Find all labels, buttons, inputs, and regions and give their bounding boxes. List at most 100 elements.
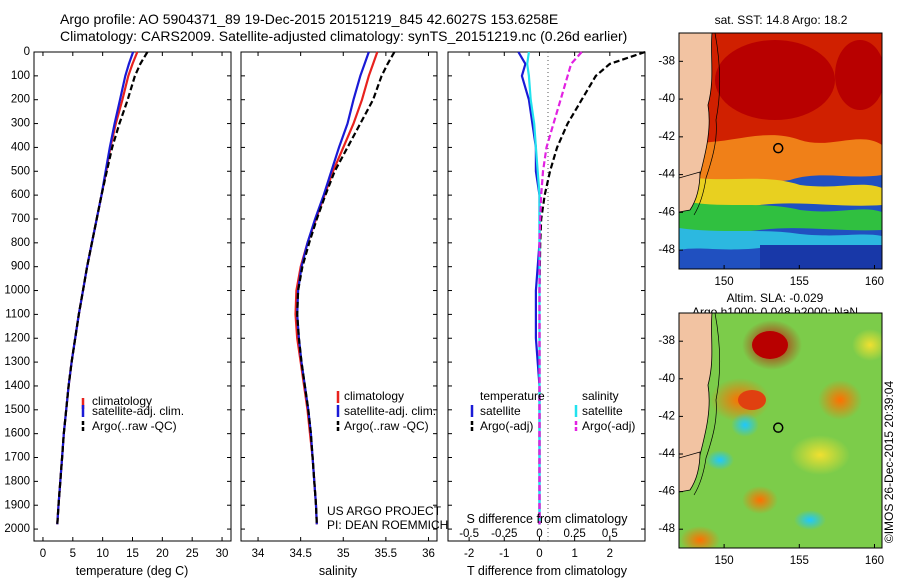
sst-map: sat. SST: 14.8 Argo: 18.2 150 155 160 -38 -4… [658, 13, 884, 288]
sla-bathymetry-contour [693, 313, 721, 496]
sla-mid-2 [852, 329, 882, 361]
depth-tick-label: 1600 [4, 428, 30, 440]
temperature-xlabel: temperature (deg C) [76, 564, 189, 578]
s-tick-label: 0.5 [602, 528, 618, 540]
salinity-panel: 34 34.5 35 35.5 36 salinity climatology sate… [240, 51, 448, 578]
x-tick-label: 2 [607, 548, 613, 560]
title-line-1: Argo profile: AO 5904371_89 19-Dec-2015 … [60, 11, 559, 27]
map-y-tick-label: -38 [658, 55, 675, 67]
map-x-tick-label: 150 [715, 276, 734, 288]
sla-mid-1 [790, 435, 850, 475]
sla-high-3 [818, 380, 862, 420]
x-tick-label: 25 [186, 548, 199, 560]
depth-tick-label: 1400 [4, 380, 30, 392]
map-y-tick-label: -42 [658, 410, 675, 422]
x-tick-label: 35.5 [375, 548, 397, 560]
sst-front-green [679, 200, 882, 232]
x-tick-label: 0 [40, 548, 46, 560]
project-name: US ARGO PROJECT [327, 504, 442, 518]
depth-tick-label: 200 [11, 94, 30, 106]
sla-frame [678, 312, 883, 549]
depth-tick-label: 1000 [4, 285, 30, 297]
sla-ticks: 150 155 160 -38 -40 -42 -44 -46 -48 [658, 335, 884, 567]
map-y-tick-label: -46 [658, 486, 675, 498]
depth-tick-label: 800 [11, 237, 30, 249]
series-s-satellite [526, 51, 541, 525]
sst-map-title: sat. SST: 14.8 Argo: 18.2 [715, 13, 848, 27]
difference-legend: temperature salinity satellite Argo(-adj… [470, 389, 635, 433]
depth-tick-label: 700 [11, 213, 30, 225]
map-y-tick-label: -40 [658, 373, 675, 385]
sla-high-2-core [738, 390, 766, 410]
depth-tick-label: 400 [11, 141, 30, 153]
legend-temperature-title: temperature [480, 389, 545, 403]
map-y-tick-label: -48 [658, 523, 675, 535]
map-y-tick-label: -40 [658, 93, 675, 105]
sla-low-3 [794, 510, 826, 530]
series-argo-raw-qc- [56, 51, 149, 525]
title-line-2: Climatology: CARS2009. Satellite-adjuste… [60, 28, 628, 44]
sla-high-5 [680, 526, 720, 548]
series-climatology [294, 51, 379, 525]
x-tick-label: 10 [96, 548, 109, 560]
salinity-xlabel: salinity [319, 564, 358, 578]
depth-tick-label: 600 [11, 189, 30, 201]
temperature-ticks: 0100200300400500600700800900100011001200… [4, 46, 231, 560]
depth-tick-label: 100 [11, 70, 30, 82]
sst-warm-core-east [835, 40, 882, 110]
credit-stamp: ©IMOS 26-Dec-2015 20:39:04 [882, 381, 896, 544]
salinity-ticks: 34 34.5 35 35.5 36 [241, 51, 437, 560]
legend-climatology-label-2: climatology [344, 389, 404, 403]
t-difference-xlabel: T difference from climatology [467, 564, 628, 578]
x-tick-label: 34.5 [289, 548, 311, 560]
sla-high-core [752, 331, 788, 359]
legend-satellite-label: satellite-adj. clim. [92, 404, 184, 418]
map-y-tick-label: -44 [658, 169, 675, 181]
series-satellite-adj-clim- [56, 51, 135, 525]
depth-tick-label: 1500 [4, 404, 30, 416]
sla-land-tasmania [679, 451, 701, 493]
project-pi: PI: DEAN ROEMMICH [327, 518, 448, 532]
map-x-tick-label: 155 [790, 276, 809, 288]
series-t-satellite [517, 51, 541, 525]
sla-map: Altim. SLA: -0.029 Argo h1000: 0.048 h20… [658, 291, 884, 567]
depth-tick-label: 1700 [4, 452, 30, 464]
map-y-tick-label: -48 [658, 244, 675, 256]
difference-lines [517, 50, 646, 525]
salinity-lines [294, 51, 396, 525]
sst-front-orange [679, 135, 882, 185]
map-y-tick-label: -42 [658, 131, 675, 143]
depth-tick-label: 1300 [4, 356, 30, 368]
depth-tick-label: 2000 [4, 523, 30, 535]
temperature-lines [56, 51, 149, 525]
s-tick-label: -0.5 [459, 528, 479, 540]
s-tick-label: 0.25 [563, 528, 585, 540]
sst-land-tasmania [679, 171, 701, 213]
sla-argo-marker [772, 422, 784, 433]
legend-s-argo-label: Argo(-adj) [582, 419, 635, 433]
depth-tick-label: 1800 [4, 475, 30, 487]
x-tick-label: 20 [156, 548, 169, 560]
x-tick-label: -1 [499, 548, 509, 560]
x-tick-label: 34 [252, 548, 265, 560]
series-s-argo-adj- [538, 51, 583, 525]
sla-map-title-1: Altim. SLA: -0.029 [727, 291, 824, 305]
x-tick-label: 36 [422, 548, 435, 560]
legend-argo-label: Argo(..raw -QC) [92, 419, 177, 433]
sst-front-cyan [679, 228, 882, 250]
legend-t-satellite-label: satellite [480, 404, 521, 418]
sla-low-1 [731, 413, 759, 437]
s-tick-label: -0.25 [491, 528, 517, 540]
legend-climatology-label: climatology [92, 394, 152, 408]
x-tick-label: 30 [216, 548, 229, 560]
sst-cold-south [760, 245, 882, 269]
map-y-tick-label: -46 [658, 206, 675, 218]
s-difference-xlabel: S difference from climatology [467, 512, 629, 526]
series-climatology [56, 51, 139, 525]
series-argo-raw-qc- [296, 51, 396, 525]
sst-argo-marker [772, 142, 784, 154]
x-tick-label: 35 [337, 548, 350, 560]
map-y-tick-label: -44 [658, 448, 675, 460]
x-tick-label: 1 [571, 548, 577, 560]
salinity-legend: climatology satellite-adj. clim. Argo(..… [336, 389, 436, 433]
